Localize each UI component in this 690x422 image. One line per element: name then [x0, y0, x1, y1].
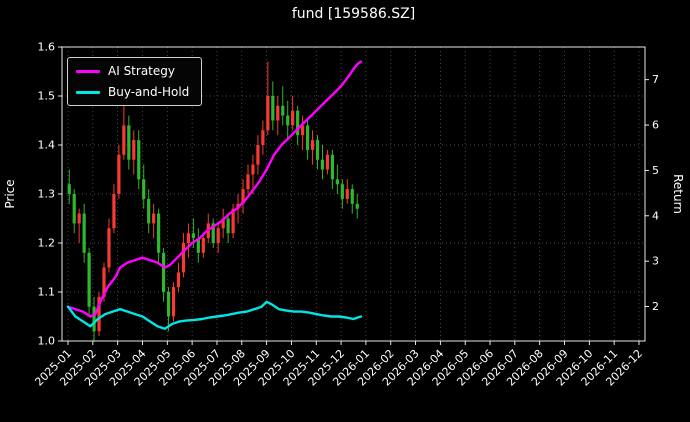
buy-and-hold-line-swatch [76, 90, 100, 94]
legend: AI Strategy Buy-and-Hold [67, 57, 203, 106]
y-axis-label-price: Price [3, 179, 17, 209]
svg-text:1.1: 1.1 [38, 286, 56, 299]
legend-item-buy-and-hold: Buy-and-Hold [76, 85, 189, 99]
svg-text:2: 2 [652, 300, 659, 313]
svg-text:5: 5 [652, 164, 659, 177]
svg-text:7: 7 [652, 73, 659, 86]
legend-item-ai-strategy: AI Strategy [76, 64, 189, 78]
line-series-0 [66, 60, 363, 318]
svg-text:6: 6 [652, 119, 659, 132]
line-series-1 [66, 300, 363, 330]
ai-strategy-line-swatch [76, 69, 100, 73]
y-axis-label-return: Return [671, 174, 685, 214]
svg-text:1.6: 1.6 [38, 41, 56, 54]
svg-text:1.5: 1.5 [38, 90, 56, 103]
legend-label-buy-and-hold: Buy-and-Hold [108, 85, 190, 99]
candlestick-series [67, 61, 359, 341]
axis-ticks [58, 46, 649, 345]
legend-label-ai-strategy: AI Strategy [108, 64, 175, 78]
svg-text:3: 3 [652, 255, 659, 268]
svg-text:1.2: 1.2 [38, 237, 56, 250]
chart-title: fund [159586.SZ] [291, 6, 416, 22]
svg-text:4: 4 [652, 209, 659, 222]
svg-text:1.4: 1.4 [38, 139, 56, 152]
svg-text:1.3: 1.3 [38, 188, 56, 201]
svg-text:1.0: 1.0 [38, 335, 56, 348]
